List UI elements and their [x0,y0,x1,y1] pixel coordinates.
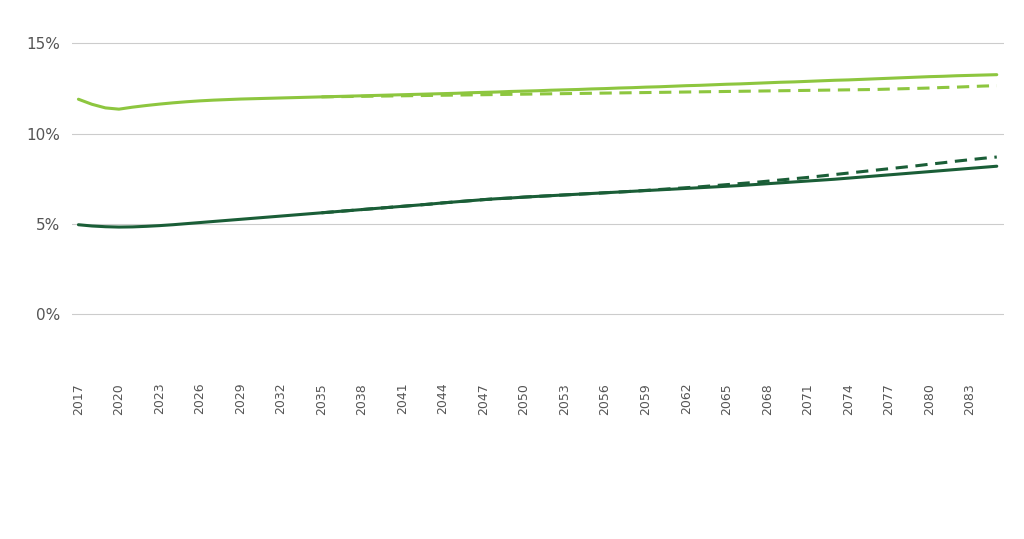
Basic calculation, municipal [977,164,989,170]
Low birth rate, government [990,82,1002,89]
Low birth rate, government [315,94,328,100]
Basic calculation, municipal [383,204,395,211]
Low birth rate, municipal [518,194,530,201]
Low birth rate, government [464,92,476,98]
Basic calculation, municipal [396,203,409,210]
Basic calculation, municipal [990,163,1002,169]
Low birth rate, municipal [990,154,1002,160]
Line: Basic calculation, municipal: Basic calculation, municipal [79,166,996,227]
Basic calculation, government [113,106,125,113]
Line: Low birth rate, government: Low birth rate, government [322,86,996,97]
Low birth rate, municipal [761,178,773,184]
Basic calculation, government [383,92,395,98]
Low birth rate, government [802,87,814,94]
Line: Low birth rate, municipal: Low birth rate, municipal [322,157,996,213]
Low birth rate, municipal [977,155,989,162]
Basic calculation, municipal [113,224,125,230]
Basic calculation, municipal [154,223,166,229]
Basic calculation, government [261,95,273,101]
Low birth rate, municipal [464,197,476,204]
Low birth rate, government [761,88,773,94]
Basic calculation, municipal [261,214,273,220]
Basic calculation, government [73,96,85,102]
Basic calculation, government [977,72,989,78]
Low birth rate, municipal [315,210,328,216]
Basic calculation, government [154,101,166,107]
Basic calculation, municipal [612,189,625,195]
Basic calculation, municipal [73,222,85,228]
Line: Basic calculation, government: Basic calculation, government [79,75,996,109]
Low birth rate, government [531,91,544,97]
Low birth rate, government [977,83,989,89]
Basic calculation, government [612,85,625,91]
Low birth rate, municipal [802,174,814,181]
Low birth rate, government [518,91,530,98]
Basic calculation, government [990,72,1002,78]
Low birth rate, municipal [531,193,544,199]
Basic calculation, government [396,92,409,98]
